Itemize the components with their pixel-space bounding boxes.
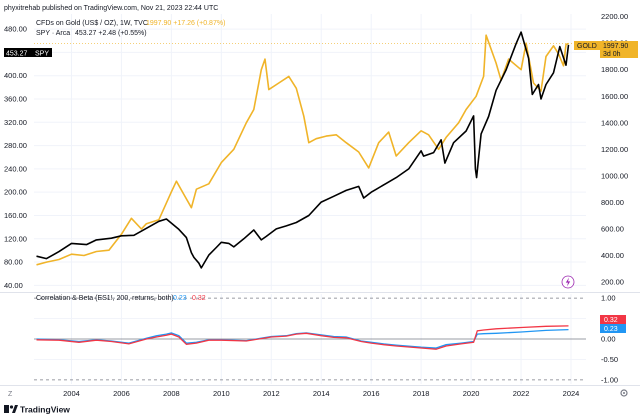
indicator-axis[interactable]: -1.00-0.500.000.501.00: [601, 294, 618, 385]
indicator-series-layer: [36, 325, 569, 350]
right-axis-tick-label: 200.00: [601, 278, 624, 287]
publish-line: phyxitrehab published on TradingView.com…: [4, 5, 218, 12]
indicator-grid: [34, 294, 586, 384]
zoom-button[interactable]: Z: [8, 391, 13, 398]
spy-price-tag: 453.27 SPY: [4, 48, 52, 58]
indicator-axis-tick-label: 1.00: [601, 294, 616, 303]
gold-price-tag-symbol: GOLD: [577, 43, 597, 50]
indicator-pane[interactable]: [34, 294, 586, 384]
time-tick-label: 2014: [313, 389, 330, 398]
left-axis-tick-label: 400.00: [4, 71, 27, 80]
indicator-beta-value: 0.32: [192, 295, 206, 302]
series-beta-line[interactable]: [36, 325, 569, 350]
indicator-axis-tick-label: 0.00: [601, 335, 616, 344]
left-axis-tick-label: 240.00: [4, 164, 27, 173]
right-axis-tick-label: 800.00: [601, 198, 624, 207]
time-tick-label: 2024: [563, 389, 580, 398]
left-axis-tick-label: 280.00: [4, 141, 27, 150]
left-axis-tick-label: 40.00: [4, 281, 23, 290]
indicator-legend-title: Correlation & Beta (ES1!, 200, returns, …: [36, 295, 174, 302]
left-axis-tick-label: 80.00: [4, 258, 23, 267]
right-axis-tick-label: 1600.00: [601, 92, 628, 101]
gold-price-tag: GOLD 1997.90 3d 0h: [574, 41, 638, 58]
indicator-axis-tick-label: -1.00: [601, 375, 618, 384]
time-tick-label: 2018: [413, 389, 430, 398]
right-axis-tick-label: 2200.00: [601, 12, 628, 21]
gold-price-tag-countdown: 3d 0h: [603, 51, 621, 58]
gold-price-tag-value: 1997.90: [603, 43, 628, 50]
left-axis-tick-label: 160.00: [4, 211, 27, 220]
gear-icon[interactable]: [620, 389, 628, 397]
time-tick-label: 2004: [63, 389, 80, 398]
tradingview-logo-icon: [4, 405, 18, 413]
left-price-axis[interactable]: 40.00 80.00 120.00 160.00 200.00 240.00 280.00…: [4, 25, 27, 290]
right-axis-tick-label: 1200.00: [601, 145, 628, 154]
indicator-axis-tick-label: -0.50: [601, 355, 618, 364]
left-axis-tick-label: 120.00: [4, 234, 27, 243]
main-grid: [34, 14, 586, 290]
spy-price-tag-value: 453.27: [6, 51, 28, 58]
time-tick-label: 2016: [363, 389, 380, 398]
indicator-value-tags: 0.32 0.23: [600, 315, 626, 333]
gold-legend-title: CFDs on Gold (US$ / OZ), 1W, TVC: [36, 20, 148, 27]
time-tick-label: 2012: [263, 389, 280, 398]
time-tick-label: 2006: [113, 389, 130, 398]
time-tick-label: 2010: [213, 389, 230, 398]
spy-legend-title: SPY · Arca: [36, 30, 70, 37]
main-price-pane[interactable]: [34, 14, 586, 290]
corr-value-tag: 0.23: [604, 326, 618, 333]
spy-price-tag-symbol: SPY: [35, 51, 49, 58]
right-axis-tick-label: 600.00: [601, 224, 624, 233]
main-series-layer: [36, 31, 570, 269]
series-spy-line[interactable]: [36, 31, 570, 269]
right-axis-tick-label: 400.00: [601, 251, 624, 260]
time-tick-label: 2008: [163, 389, 180, 398]
lightning-icon[interactable]: [561, 275, 575, 289]
gold-legend-values: 1997.90 +17.26 (+0.87%): [146, 20, 225, 27]
indicator-corr-value: 0.23: [173, 295, 187, 302]
tradingview-logo: TradingView: [4, 405, 70, 415]
left-axis-tick-label: 200.00: [4, 188, 27, 197]
right-axis-tick-label: 1800.00: [601, 65, 628, 74]
time-tick-label: 2022: [513, 389, 530, 398]
tradingview-logo-text: TradingView: [20, 405, 70, 415]
right-axis-tick-label: 1400.00: [601, 118, 628, 127]
left-axis-tick-label: 320.00: [4, 118, 27, 127]
time-axis[interactable]: 2004 2006 2008 2010 2012 2014 2016 2018 2020 2022…: [63, 389, 579, 398]
spy-legend-values: 453.27 +2.48 (+0.55%): [75, 30, 147, 37]
right-axis-tick-label: 1000.00: [601, 171, 628, 180]
series-gold-line[interactable]: [36, 34, 569, 266]
time-tick-label: 2020: [463, 389, 480, 398]
beta-value-tag: 0.32: [604, 317, 618, 324]
indicator-legend[interactable]: Correlation & Beta (ES1!, 200, returns, …: [36, 295, 206, 302]
main-legend[interactable]: CFDs on Gold (US$ / OZ), 1W, TVC 1997.90…: [36, 20, 225, 37]
left-axis-tick-label: 480.00: [4, 25, 27, 34]
left-axis-tick-label: 360.00: [4, 95, 27, 104]
